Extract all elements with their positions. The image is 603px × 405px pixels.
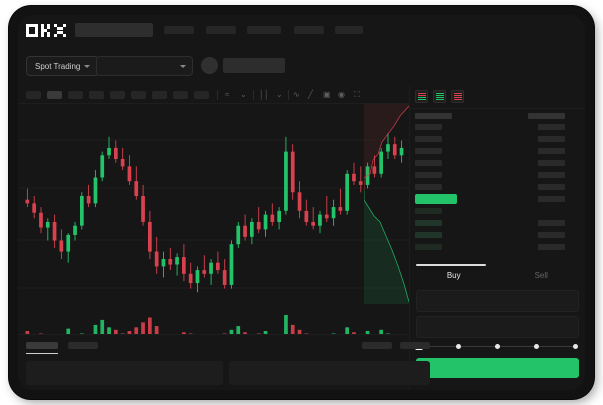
orderbook-ask-row[interactable] (538, 172, 565, 178)
trading-pair-select[interactable] (96, 56, 193, 76)
orderbook-bid-row[interactable] (415, 220, 442, 226)
last-price-value (223, 58, 285, 73)
price-chart[interactable] (18, 104, 409, 353)
camera-icon[interactable]: ▣ (323, 90, 331, 99)
chevron-down-icon[interactable]: ⌄ (276, 90, 283, 99)
timeframe-button-6[interactable] (131, 91, 146, 99)
bottom-content-left (26, 361, 223, 385)
orderbook-ask-row[interactable] (415, 136, 442, 142)
toolbar-divider (217, 90, 218, 100)
orderbook-ask-row[interactable] (538, 124, 565, 130)
orderbook-ask-row[interactable] (415, 172, 442, 178)
orders-panel (18, 334, 430, 390)
timeframe-button-7[interactable] (152, 91, 167, 99)
orderbook-bid-row[interactable] (538, 220, 565, 226)
slider-stop-75[interactable] (534, 343, 540, 349)
chevron-down-icon (84, 64, 91, 68)
chevron-down-icon[interactable]: ⌄ (240, 90, 247, 99)
active-tab-indicator (26, 353, 58, 354)
chart-toolbar: ≈ ⌄ ││ ⌄ ∿ ╱ ▣ ◉ ⛶ (18, 86, 409, 104)
orderbook-bid-row[interactable] (415, 244, 442, 250)
depth-overlay (364, 104, 409, 304)
orderbook-header-right (528, 113, 565, 119)
nav-item-4[interactable] (294, 26, 324, 34)
slider-stop-50[interactable] (495, 343, 501, 349)
coin-avatar (201, 57, 218, 74)
device-frame: Spot Trading (9, 6, 594, 399)
chevron-down-icon (180, 64, 186, 68)
orderbook-bid-row[interactable] (415, 232, 442, 238)
nav-item-1[interactable] (164, 26, 194, 34)
orderbook-divider (410, 108, 585, 109)
fullscreen-icon[interactable]: ⛶ (354, 90, 360, 99)
tab-buy[interactable]: Buy (446, 271, 461, 280)
app-screen: Spot Trading (18, 15, 585, 390)
orderbook-bid-row[interactable] (415, 208, 442, 214)
bottom-tab-2[interactable] (68, 342, 98, 349)
orderbook-ask-row[interactable] (538, 160, 565, 166)
active-tab-indicator (416, 264, 486, 266)
bottom-tab-1[interactable] (26, 342, 58, 349)
settings-icon[interactable]: ◉ (338, 90, 345, 99)
orderbook-panel: Buy Sell (409, 86, 585, 390)
candlestick-series (18, 133, 409, 293)
orderbook-mode-bids[interactable] (433, 90, 446, 103)
orderbook-mode-asks[interactable] (451, 90, 464, 103)
orderbook-ask-row[interactable] (538, 184, 565, 190)
orderbook-last-price (415, 194, 457, 204)
toolbar-divider (288, 90, 289, 100)
timeframe-button-1[interactable] (26, 91, 41, 99)
timeframe-button-2[interactable] (47, 91, 62, 99)
submit-buy-button[interactable] (416, 358, 579, 378)
orderbook-header-left (415, 113, 452, 119)
orderbook-bid-row[interactable] (538, 244, 565, 250)
chart-type-icon[interactable]: ││ (259, 90, 269, 99)
bottom-content-right (229, 361, 430, 385)
timeframe-button-8[interactable] (173, 91, 188, 99)
timeframe-button-3[interactable] (68, 91, 83, 99)
nav-item-2[interactable] (206, 26, 236, 34)
order-type-field[interactable] (416, 290, 579, 312)
orderbook-bid-row[interactable] (538, 232, 565, 238)
app-header (18, 15, 585, 47)
orderbook-ask-row[interactable] (538, 136, 565, 142)
orderbook-ask-row[interactable] (415, 124, 442, 130)
toolbar-divider (253, 90, 254, 100)
tab-sell[interactable]: Sell (534, 271, 548, 280)
drawing-line-icon[interactable]: ∿ (293, 90, 300, 99)
indicators-icon[interactable]: ≈ (225, 90, 230, 99)
orderbook-ask-row[interactable] (415, 184, 442, 190)
order-side-tabs: Buy Sell (410, 264, 585, 290)
orderbook-ask-row[interactable] (538, 148, 565, 154)
market-subheader: Spot Trading (18, 47, 585, 100)
bottom-action-2[interactable] (400, 342, 430, 349)
timeframe-button-4[interactable] (89, 91, 104, 99)
price-field[interactable] (416, 316, 579, 338)
slider-stop-100[interactable] (573, 343, 579, 349)
trading-mode-label: Spot Trading (35, 61, 81, 71)
timeframe-button-9[interactable] (194, 91, 209, 99)
okx-logo-icon[interactable] (26, 24, 68, 37)
orderbook-bid-row[interactable] (538, 196, 565, 202)
orderbook-mode-both[interactable] (415, 90, 428, 103)
magnet-icon[interactable]: ╱ (308, 90, 313, 99)
nav-item-3[interactable] (247, 26, 281, 34)
timeframe-button-5[interactable] (110, 91, 125, 99)
nav-item-5[interactable] (335, 26, 363, 34)
bottom-action-1[interactable] (362, 342, 392, 349)
amount-slider[interactable] (415, 342, 579, 350)
orderbook-ask-row[interactable] (415, 148, 442, 154)
trading-mode-selector[interactable]: Spot Trading (26, 56, 100, 76)
search-input[interactable] (75, 23, 153, 37)
orderbook-ask-row[interactable] (415, 160, 442, 166)
slider-stop-25[interactable] (456, 343, 462, 349)
